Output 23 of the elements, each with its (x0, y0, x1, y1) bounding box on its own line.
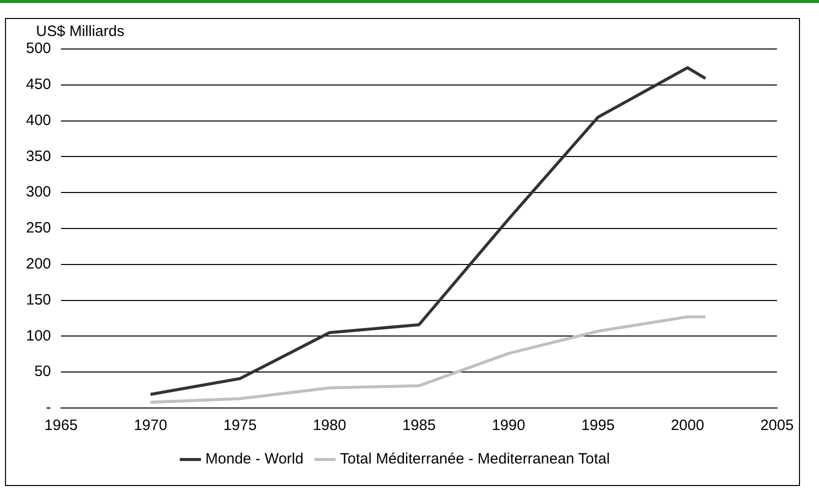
y-tick-label: 200 (26, 256, 52, 273)
x-tick-label: 2000 (670, 417, 704, 434)
x-tick-label: 2005 (760, 417, 794, 434)
y-tick-label: 350 (26, 148, 52, 165)
x-tick-label: 1965 (44, 417, 78, 434)
y-tick-label: 50 (34, 363, 52, 380)
y-tick-label: 500 (26, 40, 52, 58)
y-tick-label: 250 (26, 220, 52, 237)
y-tick-label: - (46, 399, 52, 416)
x-tick-label: 1995 (581, 417, 615, 434)
x-tick-label: 1990 (492, 417, 526, 434)
y-tick-label: 150 (26, 291, 52, 308)
x-tick-label: 1975 (223, 417, 257, 434)
y-axis-title: US$ Milliards (36, 23, 124, 40)
y-tick-label: 100 (26, 327, 52, 344)
legend-label: Total Méditerranée - Mediterranean Total (340, 450, 610, 468)
x-tick-label: 1980 (312, 417, 346, 434)
x-tick-label: 1985 (402, 417, 436, 434)
x-tick-label: 1970 (134, 417, 168, 434)
y-tick-label: 300 (26, 184, 52, 201)
y-tick-label: 400 (26, 112, 52, 129)
legend-label: Monde - World (205, 450, 304, 468)
y-tick-label: 450 (26, 76, 52, 94)
